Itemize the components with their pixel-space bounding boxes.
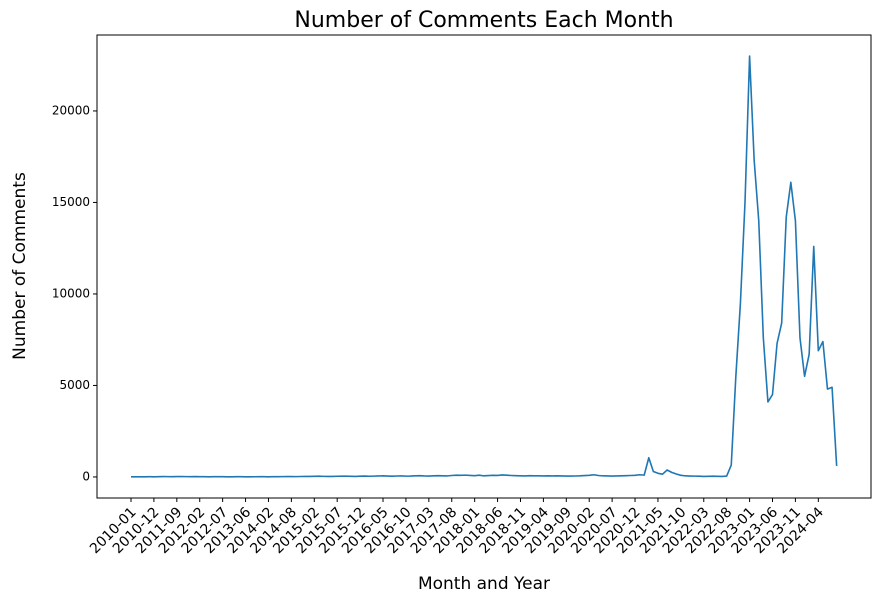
plot-frame [96, 34, 872, 499]
y-tick-label: 5000 [59, 378, 90, 392]
y-axis-label: Number of Comments [10, 172, 30, 360]
y-tick-label: 20000 [52, 103, 90, 117]
y-tick-label: 15000 [52, 195, 90, 209]
x-axis-label: Month and Year [418, 574, 550, 594]
y-tick-label: 0 [82, 469, 90, 483]
y-tick-label: 10000 [52, 286, 90, 300]
data-line [130, 55, 838, 478]
chart-title: Number of Comments Each Month [294, 8, 673, 33]
